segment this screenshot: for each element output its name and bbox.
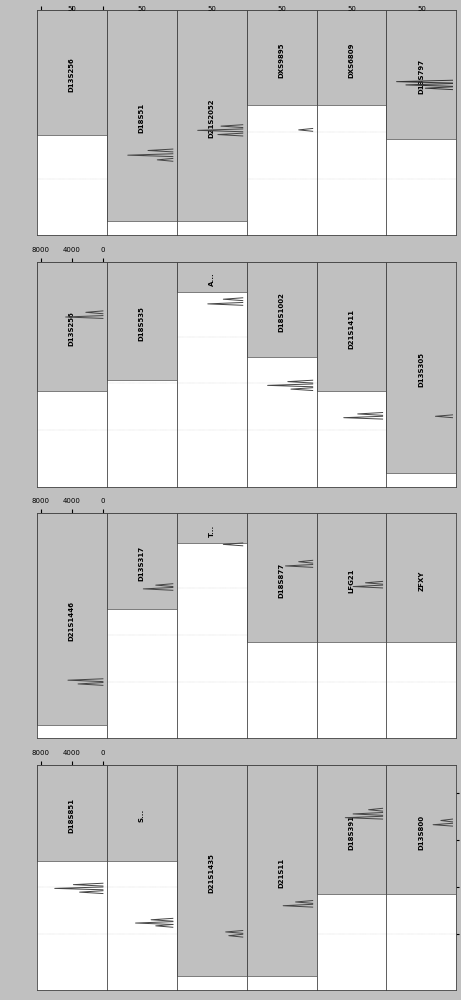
Bar [177, 262, 247, 292]
Text: 50: 50 [67, 6, 76, 12]
Bar [386, 10, 456, 139]
Bar [247, 10, 317, 105]
Text: D21S2052: D21S2052 [209, 98, 215, 138]
Bar [107, 513, 177, 609]
Text: 50: 50 [207, 6, 216, 12]
Bar [386, 765, 456, 894]
Text: D21S1435: D21S1435 [209, 853, 215, 893]
Bar [247, 513, 317, 642]
Bar [37, 262, 107, 391]
Text: D13S317: D13S317 [139, 546, 145, 581]
Text: D18S51: D18S51 [139, 103, 145, 133]
Text: DXS6809: DXS6809 [349, 42, 355, 78]
Text: D13S256: D13S256 [69, 311, 75, 346]
Bar [107, 765, 177, 861]
Text: DXS9895: DXS9895 [278, 42, 284, 78]
Text: D18S1002: D18S1002 [278, 292, 284, 332]
Bar [37, 765, 107, 861]
Text: T...: T... [209, 525, 215, 537]
Text: D18S851: D18S851 [69, 798, 75, 833]
Text: LFG21: LFG21 [349, 568, 355, 593]
Text: D13S305: D13S305 [419, 352, 425, 387]
Bar [177, 513, 247, 543]
Text: D21S1411: D21S1411 [349, 309, 355, 349]
Bar [107, 262, 177, 380]
Bar [317, 262, 386, 391]
Text: 50: 50 [277, 6, 286, 12]
Text: A...: A... [209, 272, 215, 286]
Text: 50: 50 [347, 6, 356, 12]
Text: D21S11: D21S11 [278, 858, 284, 888]
Text: S...: S... [139, 809, 145, 822]
Text: 50: 50 [137, 6, 146, 12]
Bar [37, 10, 107, 135]
Bar [317, 10, 386, 105]
Text: D13S800: D13S800 [419, 815, 425, 850]
Text: D13S256: D13S256 [69, 57, 75, 92]
Bar [317, 765, 386, 894]
Text: 50: 50 [417, 6, 426, 12]
Text: D18S877: D18S877 [278, 563, 284, 598]
Bar [247, 262, 317, 357]
Bar [317, 513, 386, 642]
Bar [386, 513, 456, 642]
Text: D21S1446: D21S1446 [69, 601, 75, 641]
Text: D18S535: D18S535 [139, 306, 145, 341]
Text: D13S797: D13S797 [419, 59, 425, 94]
Text: ZFXY: ZFXY [419, 570, 425, 591]
Text: D18S391: D18S391 [349, 815, 355, 850]
